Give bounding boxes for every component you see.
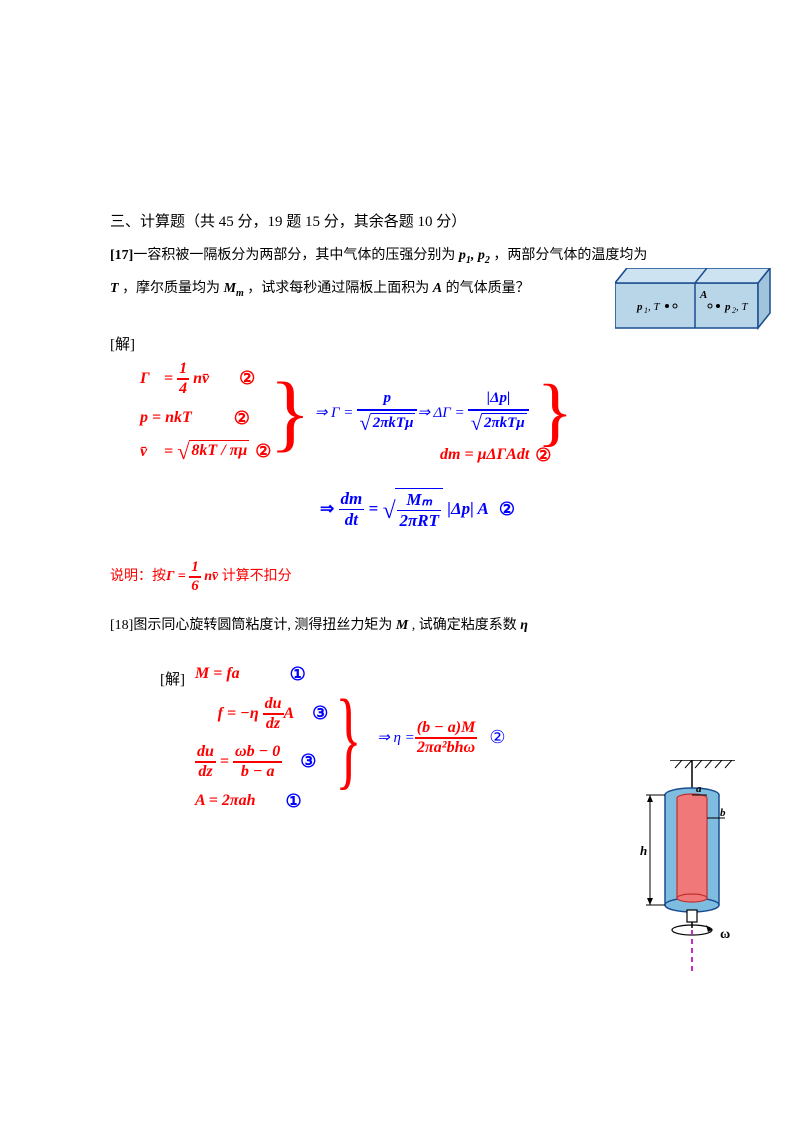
svg-text:, T: , T	[648, 301, 661, 313]
var-eta: η	[520, 618, 528, 633]
solution-label-17: [解]	[110, 333, 700, 354]
svg-text:b: b	[720, 807, 726, 819]
var-p1p2: p1, p2	[459, 248, 490, 263]
solution-label-18: [解]	[160, 668, 185, 689]
problem-number: [17]	[110, 248, 133, 263]
problem-number-18: [18]	[110, 618, 133, 633]
svg-text:p: p	[636, 301, 643, 313]
svg-text:p: p	[724, 301, 731, 313]
var-T: T	[110, 281, 119, 296]
svg-text:A: A	[699, 289, 707, 301]
problem-17-statement2: T ，摩尔质量均为 Mm ，试求每秒通过隔板上面积为 A 的气体质量？	[110, 276, 700, 303]
svg-text:, T: , T	[736, 301, 749, 313]
note-17: 说明：按Γ = 16 nv̄ 计算不扣分	[110, 559, 700, 595]
problem-17-statement: [17]一容积被一隔板分为两部分，其中气体的压强分别为 p1, p2 ，两部分气…	[110, 243, 700, 270]
solution-17-equations: Γ = 14 nv̄ ② p = nkT ② v̄ = 8kT / πμ ② }…	[140, 358, 700, 531]
section-title: 三、计算题（共 45 分，19 题 15 分，其余各题 10 分）	[110, 210, 700, 231]
svg-text:ω: ω	[720, 927, 730, 942]
solution-18-equations: [解] M = fa ① f f = −η= −η dudz A ③ dudz …	[160, 662, 700, 814]
var-Mm: Mm	[224, 281, 244, 296]
var-M: M	[396, 618, 408, 633]
var-A: A	[433, 281, 442, 296]
problem-18-statement: [18]图示同心旋转圆筒粘度计, 测得扭丝力矩为 M , 试确定粘度系数 η	[110, 613, 700, 638]
svg-text:h: h	[640, 843, 647, 858]
box-diagram: p 1 , T A p 2 , T	[615, 268, 780, 333]
